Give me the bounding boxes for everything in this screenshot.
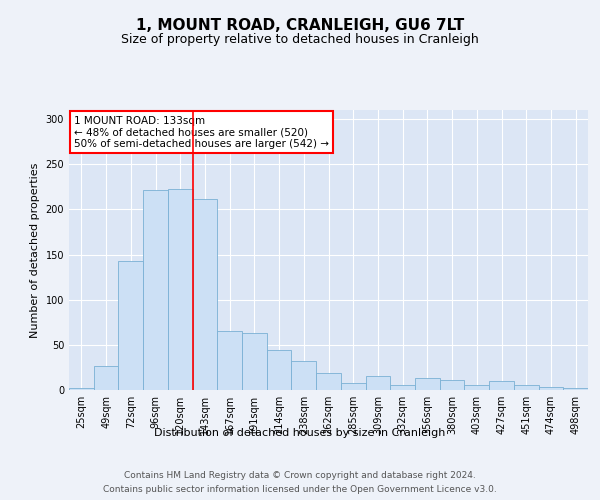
Text: Size of property relative to detached houses in Cranleigh: Size of property relative to detached ho… — [121, 32, 479, 46]
Bar — [390, 386, 415, 390]
Bar — [415, 378, 440, 390]
Bar — [292, 361, 316, 390]
Bar — [193, 200, 217, 390]
Bar — [316, 373, 341, 390]
Bar — [242, 333, 267, 390]
Text: 1, MOUNT ROAD, CRANLEIGH, GU6 7LT: 1, MOUNT ROAD, CRANLEIGH, GU6 7LT — [136, 18, 464, 32]
Bar — [489, 381, 514, 390]
Bar — [341, 383, 365, 390]
Bar — [464, 386, 489, 390]
Bar — [118, 261, 143, 390]
Bar — [94, 366, 118, 390]
Text: Contains HM Land Registry data © Crown copyright and database right 2024.: Contains HM Land Registry data © Crown c… — [124, 472, 476, 480]
Bar — [69, 388, 94, 390]
Text: Distribution of detached houses by size in Cranleigh: Distribution of detached houses by size … — [154, 428, 446, 438]
Bar — [539, 388, 563, 390]
Y-axis label: Number of detached properties: Number of detached properties — [30, 162, 40, 338]
Bar — [168, 190, 193, 390]
Text: Contains public sector information licensed under the Open Government Licence v3: Contains public sector information licen… — [103, 484, 497, 494]
Text: 1 MOUNT ROAD: 133sqm
← 48% of detached houses are smaller (520)
50% of semi-deta: 1 MOUNT ROAD: 133sqm ← 48% of detached h… — [74, 116, 329, 149]
Bar — [514, 386, 539, 390]
Bar — [365, 376, 390, 390]
Bar — [440, 380, 464, 390]
Bar — [143, 190, 168, 390]
Bar — [217, 332, 242, 390]
Bar — [267, 350, 292, 390]
Bar — [563, 388, 588, 390]
